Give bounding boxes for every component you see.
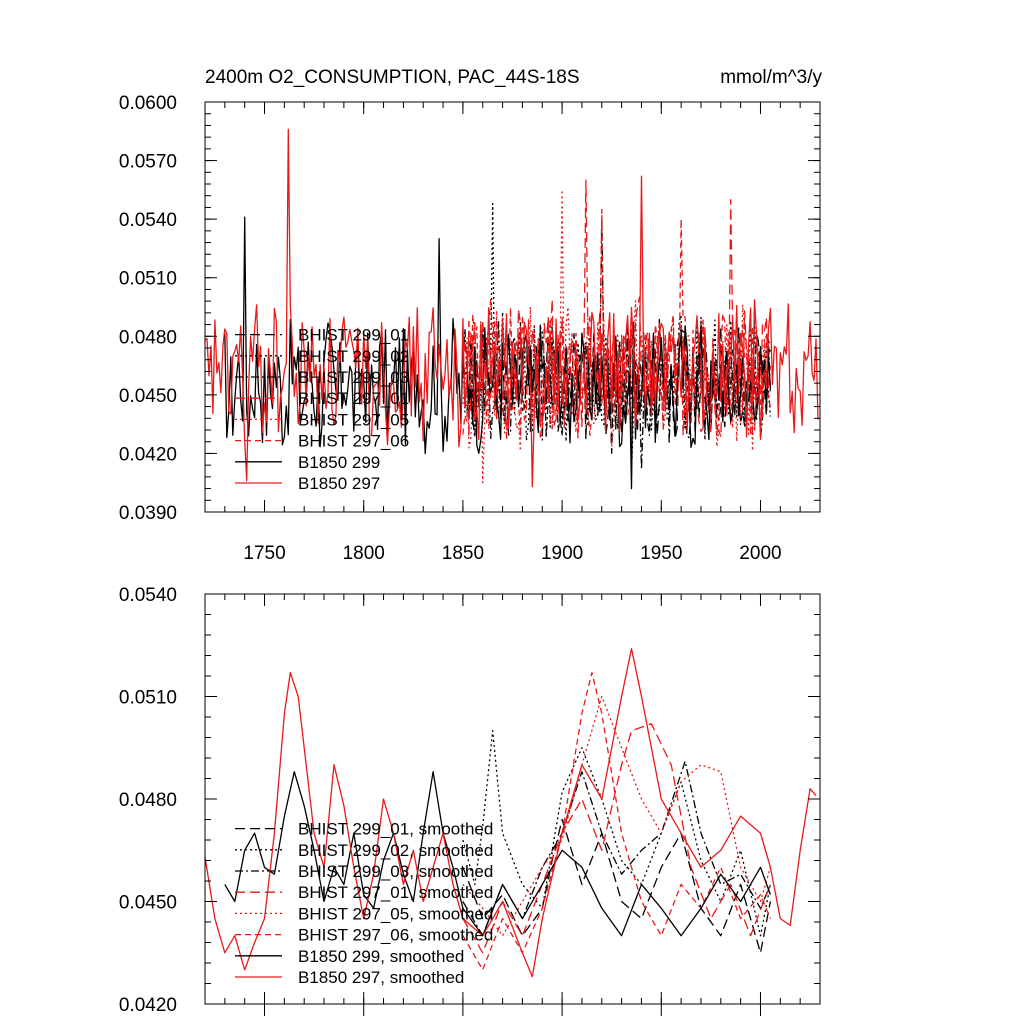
bottom-legend-label: BHIST 299_02, smoothed <box>298 841 493 860</box>
top-legend-label: BHIST 297_06 <box>298 432 409 451</box>
top-xtick-label: 1850 <box>442 543 484 564</box>
top-ytick-label: 0.0600 <box>119 93 177 114</box>
bottom-ytick-label: 0.0420 <box>119 995 177 1016</box>
bottom-panel: 0.0420 0.0450 0.0480 0.0510 0.0540 BHIST 299… <box>119 585 821 1016</box>
top-ytick-label: 0.0420 <box>119 444 177 465</box>
bottom-series-line-6 <box>224 771 772 937</box>
top-panel-title: 2400m O2_CONSUMPTION, PAC_44S-18S <box>205 67 580 88</box>
bottom-legend-label: BHIST 299_03, smoothed <box>298 862 493 881</box>
top-xtick-label: 1900 <box>541 543 583 564</box>
top-series-line-2 <box>462 218 772 470</box>
top-legend-label: BHIST 297_01 <box>298 389 409 408</box>
bottom-series-line-7 <box>204 648 817 978</box>
top-series-line-6 <box>224 216 772 490</box>
bottom-ytick-label: 0.0450 <box>119 893 177 914</box>
bottom-legend-label: BHIST 299_01, smoothed <box>298 820 493 839</box>
top-legend-label: BHIST 299_02 <box>298 347 409 366</box>
bottom-legend-label: B1850 297, smoothed <box>298 968 464 987</box>
bottom-ytick-label: 0.0480 <box>119 790 177 811</box>
top-xtick-label: 2000 <box>739 543 781 564</box>
bottom-ytick-label: 0.0540 <box>119 585 177 606</box>
bottom-series-line-3 <box>462 723 772 954</box>
bottom-legend-label: BHIST 297_06, smoothed <box>298 926 493 945</box>
bottom-legend-label: BHIST 297_05, smoothed <box>298 904 493 923</box>
bottom-series-line-4 <box>462 695 772 937</box>
top-series-line-4 <box>462 189 772 484</box>
top-legend-label: B1850 299 <box>298 453 380 472</box>
bottom-ytick-label: 0.0510 <box>119 688 177 709</box>
top-panel-units: mmol/m^3/y <box>720 67 822 88</box>
top-xtick-label: 1950 <box>640 543 682 564</box>
bottom-legend-label: BHIST 297_01, smoothed <box>298 883 493 902</box>
top-panel: 2400m O2_CONSUMPTION, PAC_44S-18S mmol/m… <box>119 67 823 564</box>
bottom-series-line-2 <box>462 760 772 937</box>
top-ticks: 0.0390 0.0420 0.0450 0.0480 0.0510 0.0540 0.05… <box>119 93 821 564</box>
top-ytick-label: 0.0540 <box>119 210 177 231</box>
top-xtick-label: 1800 <box>343 543 385 564</box>
top-ytick-label: 0.0450 <box>119 386 177 407</box>
top-legend-label: BHIST 299_01 <box>298 326 409 345</box>
top-ytick-label: 0.0570 <box>119 152 177 173</box>
bottom-legend-label: B1850 299, smoothed <box>298 947 464 966</box>
top-legend: BHIST 299_01 BHIST 299_02 BHIST 299_03 BHIS… <box>235 326 409 493</box>
top-plot-frame <box>204 101 821 513</box>
bottom-series-line-0 <box>462 818 772 954</box>
top-legend-label: BHIST 297_05 <box>298 410 409 429</box>
top-ytick-label: 0.0480 <box>119 327 177 348</box>
top-legend-label: BHIST 299_03 <box>298 368 409 387</box>
top-ytick-label: 0.0390 <box>119 503 177 524</box>
top-series-line-7 <box>204 128 819 488</box>
bottom-ticks: 0.0420 0.0450 0.0480 0.0510 0.0540 <box>119 585 821 1016</box>
bottom-series-line-1 <box>462 730 772 937</box>
bottom-legend: BHIST 299_01, smoothed BHIST 299_02, smoo… <box>235 820 493 987</box>
top-ytick-label: 0.0510 <box>119 269 177 290</box>
bottom-series-group <box>204 648 817 978</box>
top-xtick-label: 1750 <box>243 543 285 564</box>
top-series-group <box>204 128 819 490</box>
top-legend-label: B1850 297 <box>298 474 380 493</box>
